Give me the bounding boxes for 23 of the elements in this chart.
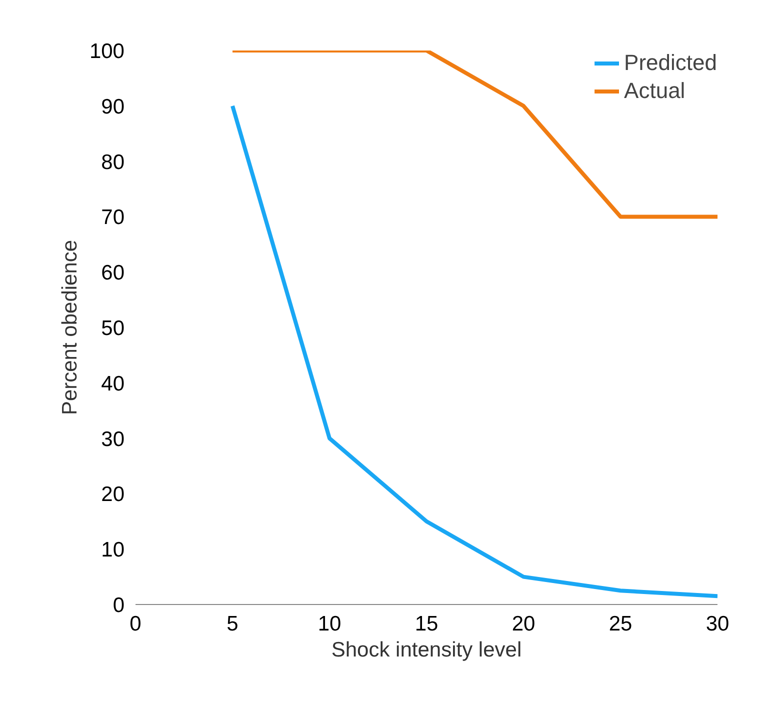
legend-label: Predicted [624,50,717,76]
y-tick-label: 70 [101,206,124,230]
x-tick-label: 25 [608,612,632,636]
x-tick-label: 15 [414,612,438,636]
x-tick-label: 20 [512,612,536,636]
x-tick-label: 5 [226,612,238,636]
x-tick-label: 10 [318,612,342,636]
y-tick-label: 60 [101,262,124,285]
x-tick-label: 0 [130,612,142,636]
x-axis-title: Shock intensity level [331,638,522,662]
y-tick-label: 50 [101,317,124,340]
y-tick-label: 10 [101,538,124,562]
y-tick-label: 30 [101,428,124,451]
y-tick-label: 40 [101,372,124,396]
y-tick-label: 20 [101,483,124,506]
line-series [230,104,718,598]
y-tick-label: 90 [101,95,124,118]
x-tick-label: 30 [706,612,730,636]
y-axis-title: Percent obedience [58,240,82,416]
y-tick-label: 80 [101,150,124,174]
y-tick-label: 100 [89,40,125,63]
legend-label: Actual [624,78,686,104]
y-tick-label: 0 [112,594,125,617]
